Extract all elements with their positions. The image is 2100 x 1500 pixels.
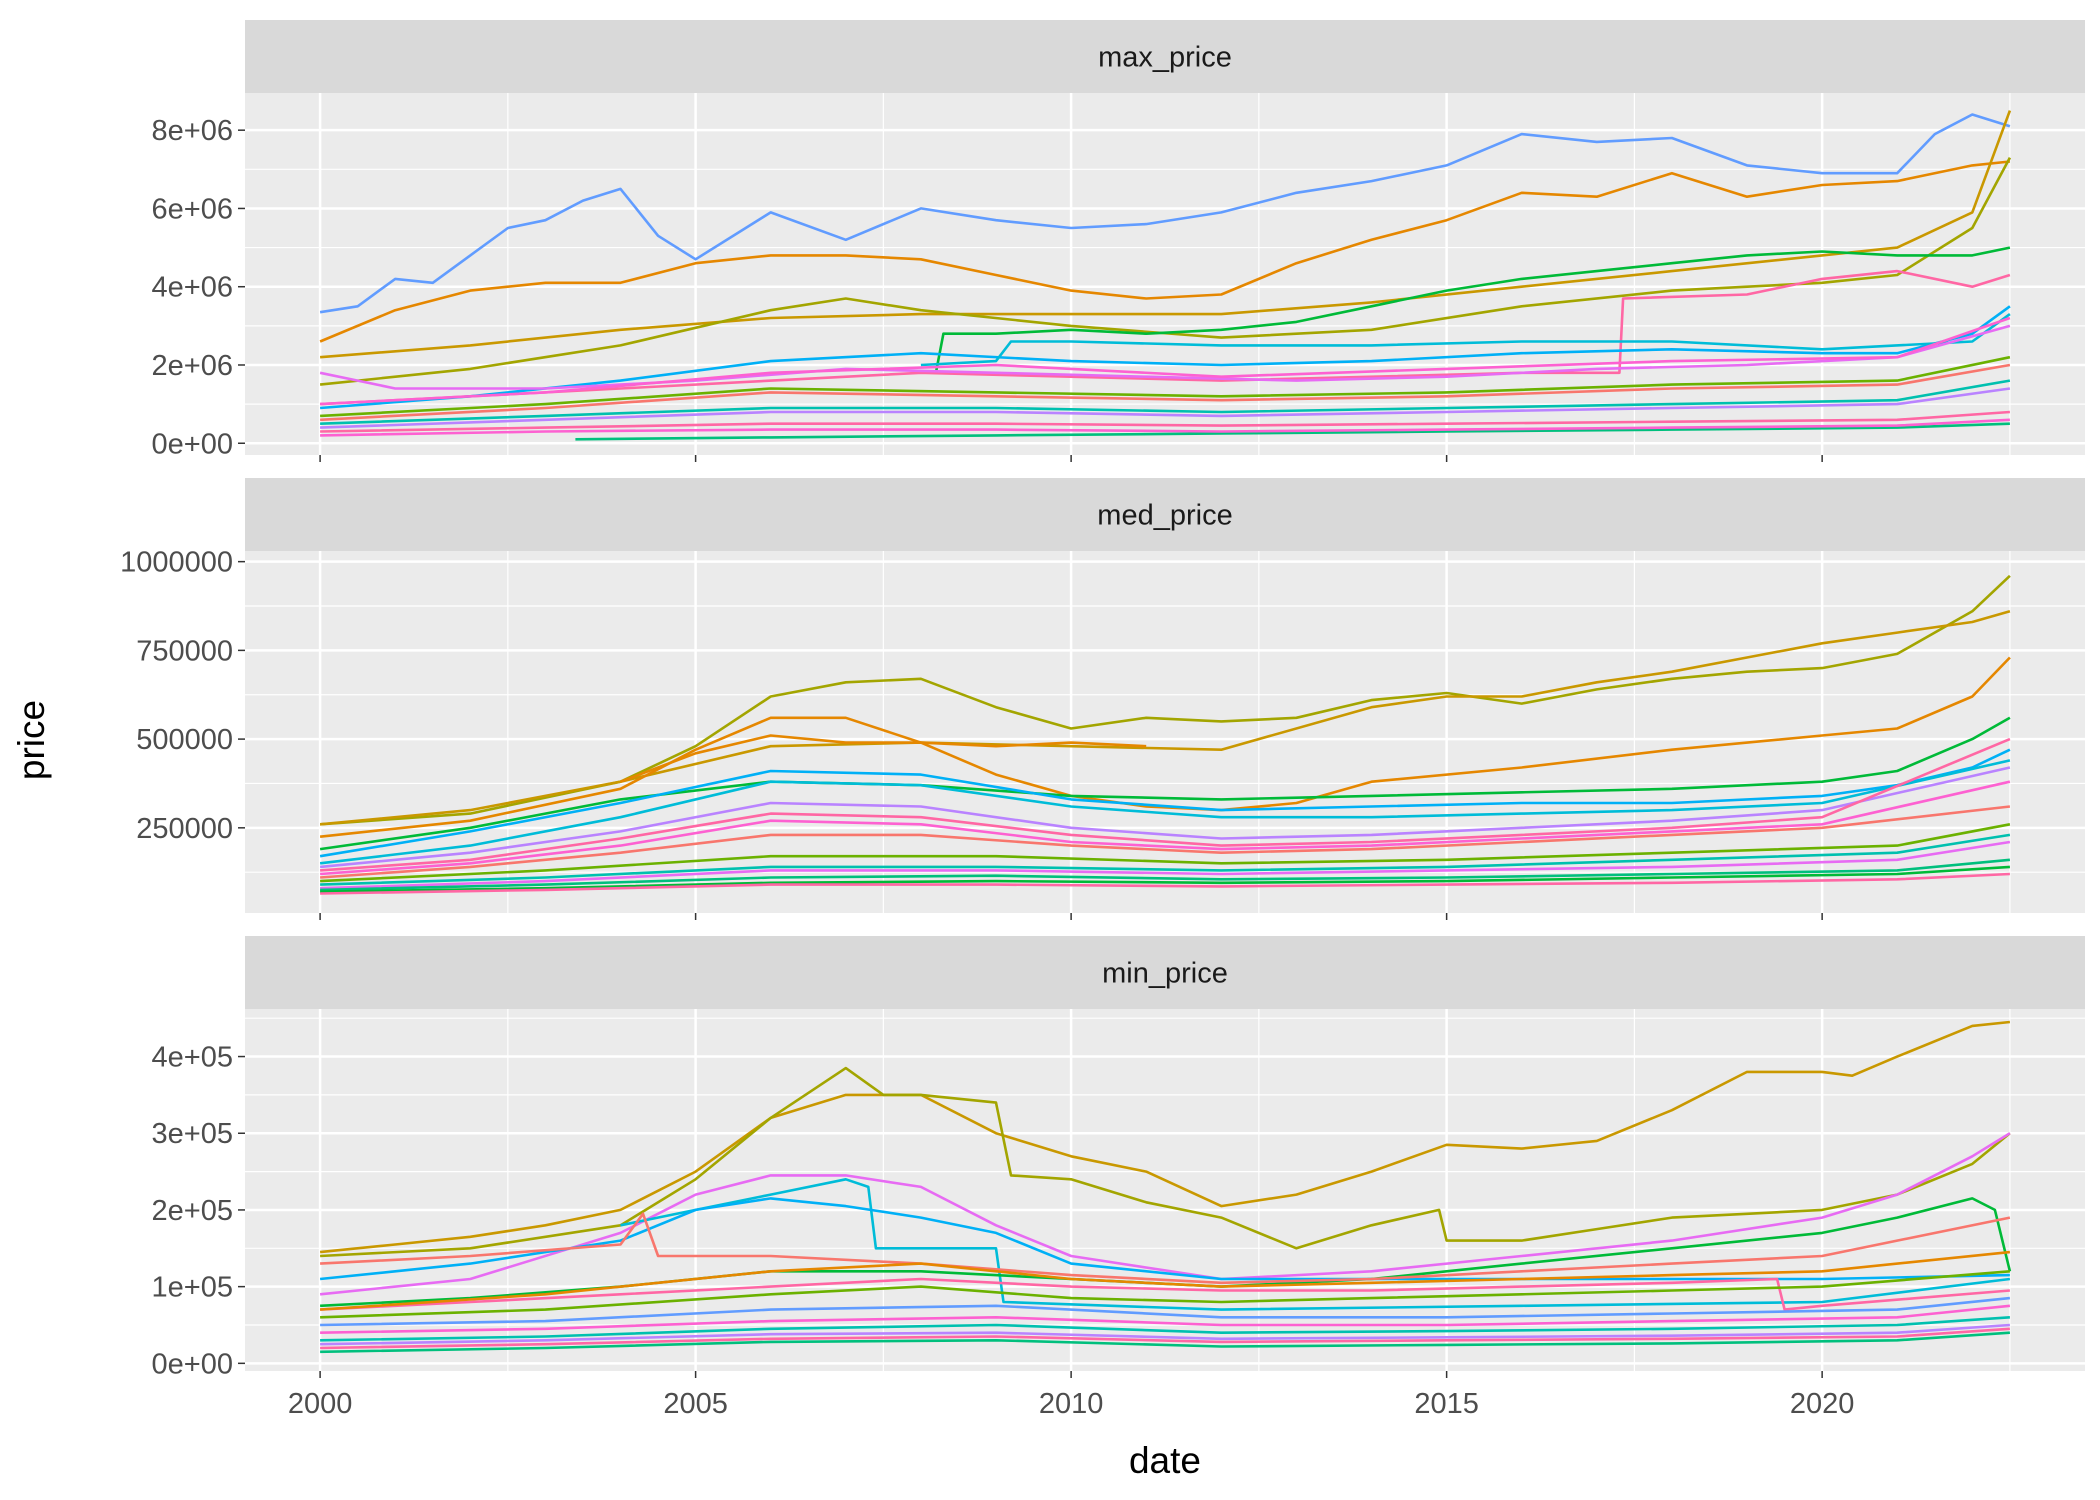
series-line (319, 1132, 2011, 1296)
y-tick-label: 6e+06 (152, 193, 233, 225)
series-line (320, 418, 2010, 437)
series-line (320, 355, 2011, 418)
series-line (320, 1304, 2011, 1334)
y-tick-label: 0e+00 (152, 1348, 233, 1380)
y-tick-label: 0e+00 (152, 428, 233, 460)
y-tick-label: 4e+06 (152, 272, 233, 304)
series-line (319, 160, 2011, 343)
series-line (320, 1327, 2010, 1350)
series-line (320, 780, 2011, 876)
series-line (319, 110, 2012, 359)
series-group (319, 1020, 2012, 1354)
series-line (319, 324, 2011, 390)
series-line (320, 410, 2010, 433)
series-line (320, 858, 2011, 892)
series-line (319, 113, 2011, 314)
series-line (320, 574, 2011, 826)
y-tick-label: 3e+05 (152, 1118, 233, 1150)
strip-background (245, 20, 2085, 93)
series-line (319, 305, 2011, 410)
series-line (319, 1197, 2010, 1281)
y-tick-label: 8e+06 (152, 115, 233, 147)
series-line (320, 379, 2011, 425)
x-axis-title: date (1129, 1440, 1201, 1481)
series-line (319, 759, 2011, 865)
series-line (320, 1296, 2011, 1327)
strip-background (245, 478, 2085, 551)
series-line (320, 823, 2011, 883)
x-tick-label: 2010 (1039, 1388, 1104, 1420)
series-line (320, 865, 2010, 893)
series-line (320, 1250, 2011, 1311)
series-line (320, 833, 2011, 886)
plot-background (245, 551, 2085, 913)
strip-label: min_price (1102, 958, 1228, 990)
series-line (320, 269, 2011, 406)
panel-min_price: min_price 0e+00 1e+05 2e+05 3e+05 4e+05 (152, 936, 2085, 1380)
series-line (620, 734, 1147, 783)
series-line (320, 1331, 2010, 1354)
series-line (319, 1020, 2011, 1254)
series-line (575, 422, 2010, 441)
y-tick-label: 250000 (136, 813, 233, 845)
series-line (319, 156, 2012, 386)
x-tick-label: 2015 (1414, 1388, 1479, 1420)
y-tick-label: 1000000 (120, 547, 233, 579)
x-tick-label: 2020 (1790, 1388, 1855, 1420)
series-line (320, 1066, 2011, 1258)
series-line (620, 1178, 2011, 1311)
series-line (320, 1270, 2011, 1319)
y-tick-label: 2e+06 (152, 350, 233, 382)
x-tick-label: 2000 (288, 1388, 353, 1420)
plot-background (245, 1009, 2085, 1371)
strip-background (245, 936, 2085, 1009)
y-tick-label: 4e+05 (152, 1042, 233, 1074)
series-line (319, 766, 2011, 869)
series-line (319, 610, 2011, 826)
series-line (320, 316, 2011, 406)
series-line (320, 805, 2011, 879)
series-group (319, 574, 2011, 895)
x-tick-label: 2005 (663, 1388, 728, 1420)
y-tick-label: 1e+05 (152, 1272, 233, 1304)
series-line (320, 1316, 2010, 1342)
series-line (320, 363, 2011, 422)
panel-med_price: med_price 250000 500000 750000 1000000 (120, 478, 2085, 920)
y-axis-title: price (11, 700, 52, 780)
series-line (320, 872, 2010, 895)
y-tick-label: 750000 (136, 635, 233, 667)
series-line (319, 656, 2011, 838)
series-line (320, 737, 2011, 872)
series-line (320, 1212, 2011, 1285)
series-line (934, 246, 2011, 374)
series-line (320, 387, 2011, 429)
y-tick-label: 500000 (136, 724, 233, 756)
y-tick-label: 2e+05 (152, 1195, 233, 1227)
strip-label: max_price (1098, 42, 1232, 74)
series-line (920, 313, 2011, 367)
panel-max_price: max_price 0e+00 2e+06 4e+06 6e+06 8e+06 (152, 20, 2085, 462)
series-group (319, 110, 2012, 441)
series-line (319, 748, 2011, 858)
series-line (320, 840, 2011, 890)
strip-label: med_price (1097, 500, 1232, 532)
series-line (320, 1277, 2011, 1311)
series-line (320, 1323, 2010, 1346)
